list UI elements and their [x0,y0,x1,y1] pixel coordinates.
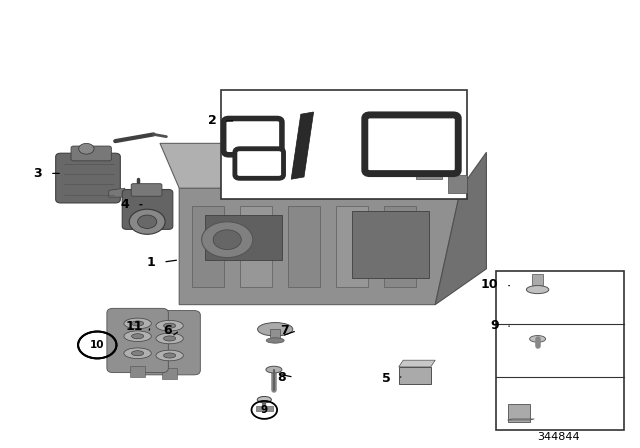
Text: 344844: 344844 [537,432,579,442]
Bar [384,206,416,287]
Bar [131,366,145,377]
Ellipse shape [526,285,549,293]
FancyBboxPatch shape [224,119,282,155]
Circle shape [138,215,157,228]
Bar [163,368,177,379]
FancyBboxPatch shape [139,310,200,375]
Text: 9: 9 [260,405,268,415]
Text: 5: 5 [381,372,390,385]
Ellipse shape [156,320,183,331]
Polygon shape [179,188,461,305]
Ellipse shape [257,323,293,336]
Text: 6: 6 [164,324,172,337]
Text: 4: 4 [120,198,129,211]
Ellipse shape [164,323,176,328]
Bar [256,406,273,411]
Ellipse shape [132,351,144,356]
Bar [221,90,467,199]
Bar [270,329,280,340]
Text: 2: 2 [207,114,216,128]
FancyBboxPatch shape [71,146,111,161]
Ellipse shape [164,353,176,358]
Ellipse shape [156,350,183,361]
Ellipse shape [156,333,183,344]
Circle shape [129,209,165,234]
Bar [532,274,543,285]
Bar [336,206,368,287]
Text: 7: 7 [280,324,289,337]
Ellipse shape [257,396,271,403]
Ellipse shape [266,338,284,343]
Ellipse shape [124,318,151,329]
Bar [496,271,624,430]
Ellipse shape [132,334,144,339]
Bar [192,206,224,287]
Bar [288,206,320,287]
Bar [352,211,429,278]
Circle shape [79,143,94,154]
FancyBboxPatch shape [122,190,173,229]
FancyBboxPatch shape [56,153,120,203]
Text: 11: 11 [125,319,143,333]
Ellipse shape [124,348,151,358]
FancyBboxPatch shape [365,115,458,173]
Text: 3: 3 [34,167,42,180]
Polygon shape [160,143,461,188]
Text: 9: 9 [490,319,499,332]
Bar [448,175,467,193]
Ellipse shape [124,331,151,341]
Polygon shape [508,419,534,420]
Text: 10: 10 [90,340,104,350]
Bar [240,206,272,287]
Text: 1: 1 [147,255,156,269]
Ellipse shape [266,366,282,373]
Circle shape [213,230,241,250]
Text: 8: 8 [278,370,286,384]
Polygon shape [435,152,486,305]
Polygon shape [109,188,125,197]
Bar [416,157,442,179]
Bar [399,367,431,384]
Circle shape [202,222,253,258]
FancyBboxPatch shape [131,184,162,196]
Ellipse shape [530,336,545,342]
Bar [205,215,282,260]
FancyBboxPatch shape [107,308,168,373]
Ellipse shape [164,336,176,341]
Polygon shape [291,112,314,179]
Bar [508,404,530,422]
Polygon shape [399,360,435,367]
Text: 10: 10 [481,278,499,291]
FancyBboxPatch shape [235,149,284,178]
Ellipse shape [132,321,144,326]
